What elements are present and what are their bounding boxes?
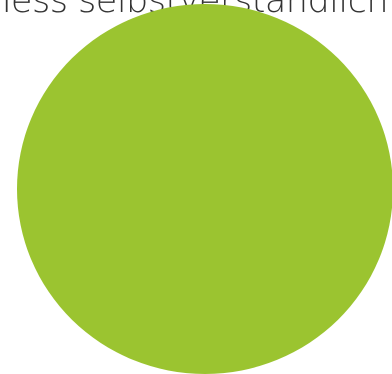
green-circle-shape xyxy=(17,4,392,374)
